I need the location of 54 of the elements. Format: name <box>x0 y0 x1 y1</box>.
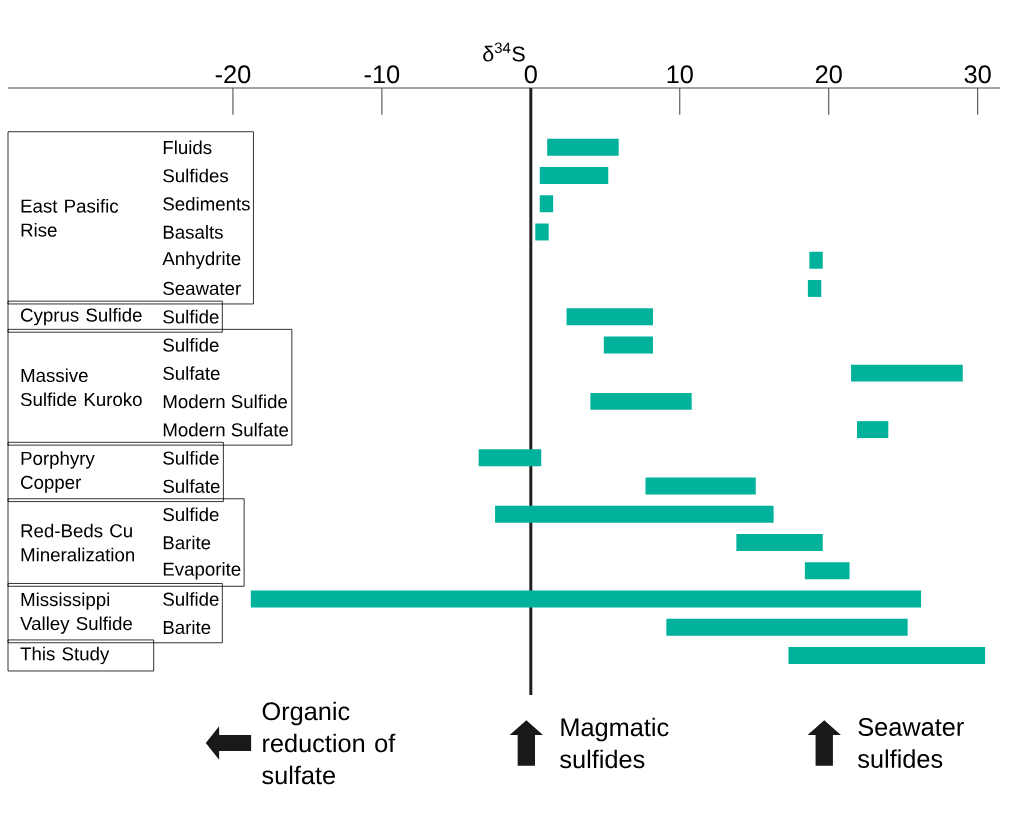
text: Seawater sulfides <box>857 718 964 768</box>
y-tick-label: Anhydrite <box>162 251 241 269</box>
annotation: Massive Sulfide Kuroko <box>20 368 142 407</box>
annotation: Red-Beds Cu Mineralization <box>21 523 135 562</box>
y-tick-label: Fluids <box>163 140 212 155</box>
x-axis-title: δ$^{34}$S <box>483 42 525 62</box>
bar <box>539 167 609 184</box>
bar <box>566 308 653 326</box>
y-tick-label: Sulfide <box>163 338 219 352</box>
bar <box>857 421 889 439</box>
annotation: This Study <box>20 646 110 665</box>
bar <box>804 562 850 580</box>
y-tick-label: Evaporite <box>163 562 241 580</box>
annotation: Mississippi Valley Sulfide <box>20 592 132 634</box>
x-tick-label: 10 <box>667 65 693 84</box>
bar <box>547 138 619 156</box>
bar <box>807 279 822 297</box>
y-tick-label: Barite <box>163 620 211 635</box>
x-tick-label: 30 <box>964 65 991 84</box>
bar <box>666 618 908 636</box>
y-tick-label: Sulfide <box>163 450 219 465</box>
annotation: Cyprus Sulfide <box>21 307 142 326</box>
y-tick-label: Sulfide <box>163 592 219 606</box>
bar <box>788 647 986 664</box>
y-tick-label: Sulfides <box>163 168 229 183</box>
text: Organic reduction of sulfate <box>262 701 396 785</box>
y-tick-label: Sulfide <box>163 507 219 522</box>
y-tick-label: Modern Sulfide <box>163 394 288 409</box>
bar <box>250 590 922 608</box>
y-tick-label: Basalts <box>163 225 223 239</box>
bar <box>809 251 823 269</box>
x-tick-label: 0 <box>524 65 537 84</box>
y-tick-label: Sediments <box>163 196 250 211</box>
y-tick-label: Sulfate <box>163 479 220 493</box>
bar <box>736 534 823 551</box>
bar <box>539 195 554 213</box>
x-tick-label: -10 <box>364 65 400 84</box>
text: Magmatic sulfides <box>560 717 669 769</box>
bar <box>478 449 542 467</box>
annotation: East Pasific Rise <box>21 199 119 237</box>
bar <box>495 505 774 523</box>
y-tick-label: Modern Sulfate <box>163 422 289 437</box>
y-tick-label: Sulfide <box>163 309 219 324</box>
bar <box>851 364 963 382</box>
annotation: Porphyry Copper <box>21 451 95 493</box>
bar <box>590 392 692 410</box>
x-tick-label: 20 <box>815 65 842 84</box>
bar <box>535 223 549 241</box>
bar <box>645 477 756 495</box>
y-tick-label: Sulfate <box>163 366 220 380</box>
x-tick-label: -20 <box>215 65 251 84</box>
y-tick-label: Barite <box>163 535 211 550</box>
bar <box>603 336 653 354</box>
y-tick-label: Seawater <box>163 281 241 296</box>
